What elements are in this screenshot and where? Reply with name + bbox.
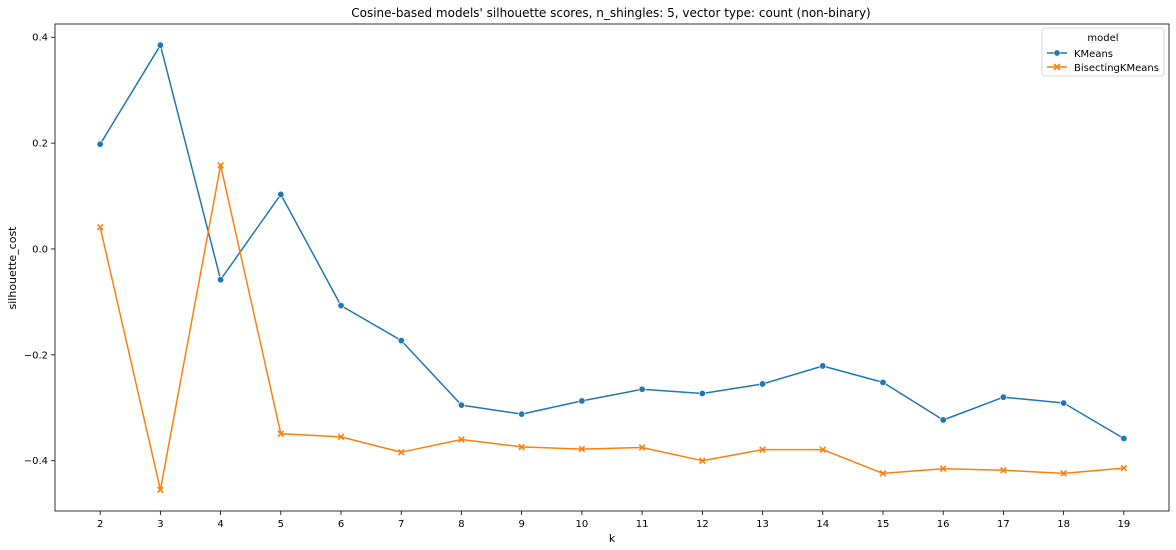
y-tick-label: 0.0 (32, 244, 48, 255)
series-kmeans (96, 41, 1128, 442)
data-point-bisectingkmeans (759, 446, 766, 453)
data-point-kmeans (638, 385, 646, 393)
data-point-bisectingkmeans (96, 223, 104, 231)
data-point-kmeans (217, 276, 225, 284)
plot-area (54, 23, 1170, 512)
data-point-bisectingkmeans (337, 433, 345, 441)
x-tick-label: 15 (877, 519, 890, 530)
x-axis-label: k (609, 532, 616, 545)
x-tick-label: 7 (398, 519, 404, 530)
y-axis-label: silhouette_cost (6, 226, 19, 310)
legend: model KMeans BisectingKMeans (1041, 27, 1165, 77)
x-tick-label: 10 (576, 519, 589, 530)
series-line-kmeans (99, 44, 1125, 440)
x-tick-label: 3 (157, 519, 163, 530)
data-point-bisectingkmeans (157, 486, 164, 494)
series-layer (96, 41, 1128, 494)
data-point-kmeans (277, 190, 285, 198)
data-point-bisectingkmeans (458, 436, 465, 443)
x-tick-label: 4 (217, 519, 223, 530)
x-tick-label: 18 (1057, 519, 1070, 530)
data-point-kmeans (999, 393, 1007, 401)
data-point-bisectingkmeans (819, 446, 827, 453)
data-point-kmeans (939, 416, 947, 424)
data-point-kmeans (879, 378, 887, 386)
legend-box (1041, 27, 1165, 77)
data-point-kmeans (96, 140, 104, 148)
x-axis: 2 3 4 5 6 7 8 9 10 11 12 13 14 15 16 17 18 19 (97, 511, 1130, 530)
data-point-bisectingkmeans (397, 448, 405, 456)
x-tick-label: 11 (636, 519, 649, 530)
x-tick-label: 16 (937, 519, 950, 530)
legend-marker-kmeans (1053, 49, 1061, 57)
chart-title: Cosine-based models' silhouette scores, … (351, 6, 871, 20)
x-tick-label: 13 (756, 519, 769, 530)
x-tick-label: 9 (518, 519, 524, 530)
y-tick-label: −0.2 (24, 350, 48, 361)
legend-title: model (1087, 33, 1118, 44)
x-tick-label: 19 (1117, 519, 1130, 530)
data-point-bisectingkmeans (879, 470, 887, 477)
data-point-bisectingkmeans (939, 465, 947, 473)
legend-label-kmeans: KMeans (1074, 49, 1113, 60)
x-tick-label: 5 (278, 519, 284, 530)
data-point-kmeans (698, 389, 706, 397)
data-point-bisectingkmeans (1120, 464, 1128, 472)
data-point-kmeans (759, 380, 767, 388)
data-point-kmeans (819, 362, 827, 370)
data-point-kmeans (397, 337, 405, 345)
y-tick-label: 0.4 (32, 33, 48, 44)
data-point-kmeans (156, 41, 164, 49)
legend-marker-bisecting (1053, 63, 1061, 71)
data-point-kmeans (518, 410, 526, 418)
data-point-bisectingkmeans (698, 457, 706, 465)
data-point-bisectingkmeans (638, 444, 646, 451)
data-point-kmeans (457, 401, 465, 409)
data-point-kmeans (1060, 399, 1068, 407)
data-point-bisectingkmeans (518, 443, 526, 451)
data-point-bisectingkmeans (578, 445, 586, 453)
x-tick-label: 8 (458, 519, 464, 530)
y-tick-label: 0.2 (32, 139, 48, 150)
x-tick-label: 2 (97, 519, 103, 530)
x-tick-label: 14 (816, 519, 829, 530)
data-point-kmeans (1120, 434, 1128, 442)
x-tick-label: 17 (997, 519, 1010, 530)
data-point-kmeans (337, 302, 345, 310)
legend-label-bisecting: BisectingKMeans (1074, 63, 1159, 74)
series-bisectingkmeans (96, 161, 1128, 494)
y-axis: 0.4 0.2 0.0 −0.2 −0.4 (24, 33, 55, 467)
y-tick-label: −0.4 (24, 456, 48, 467)
data-point-bisectingkmeans (1060, 470, 1067, 477)
data-point-bisectingkmeans (1000, 466, 1007, 474)
data-point-bisectingkmeans (217, 161, 224, 169)
x-tick-label: 12 (696, 519, 709, 530)
data-point-kmeans (578, 397, 586, 405)
x-tick-label: 6 (338, 519, 344, 530)
data-point-bisectingkmeans (277, 430, 285, 438)
series-line-bisectingkmeans (99, 164, 1124, 491)
